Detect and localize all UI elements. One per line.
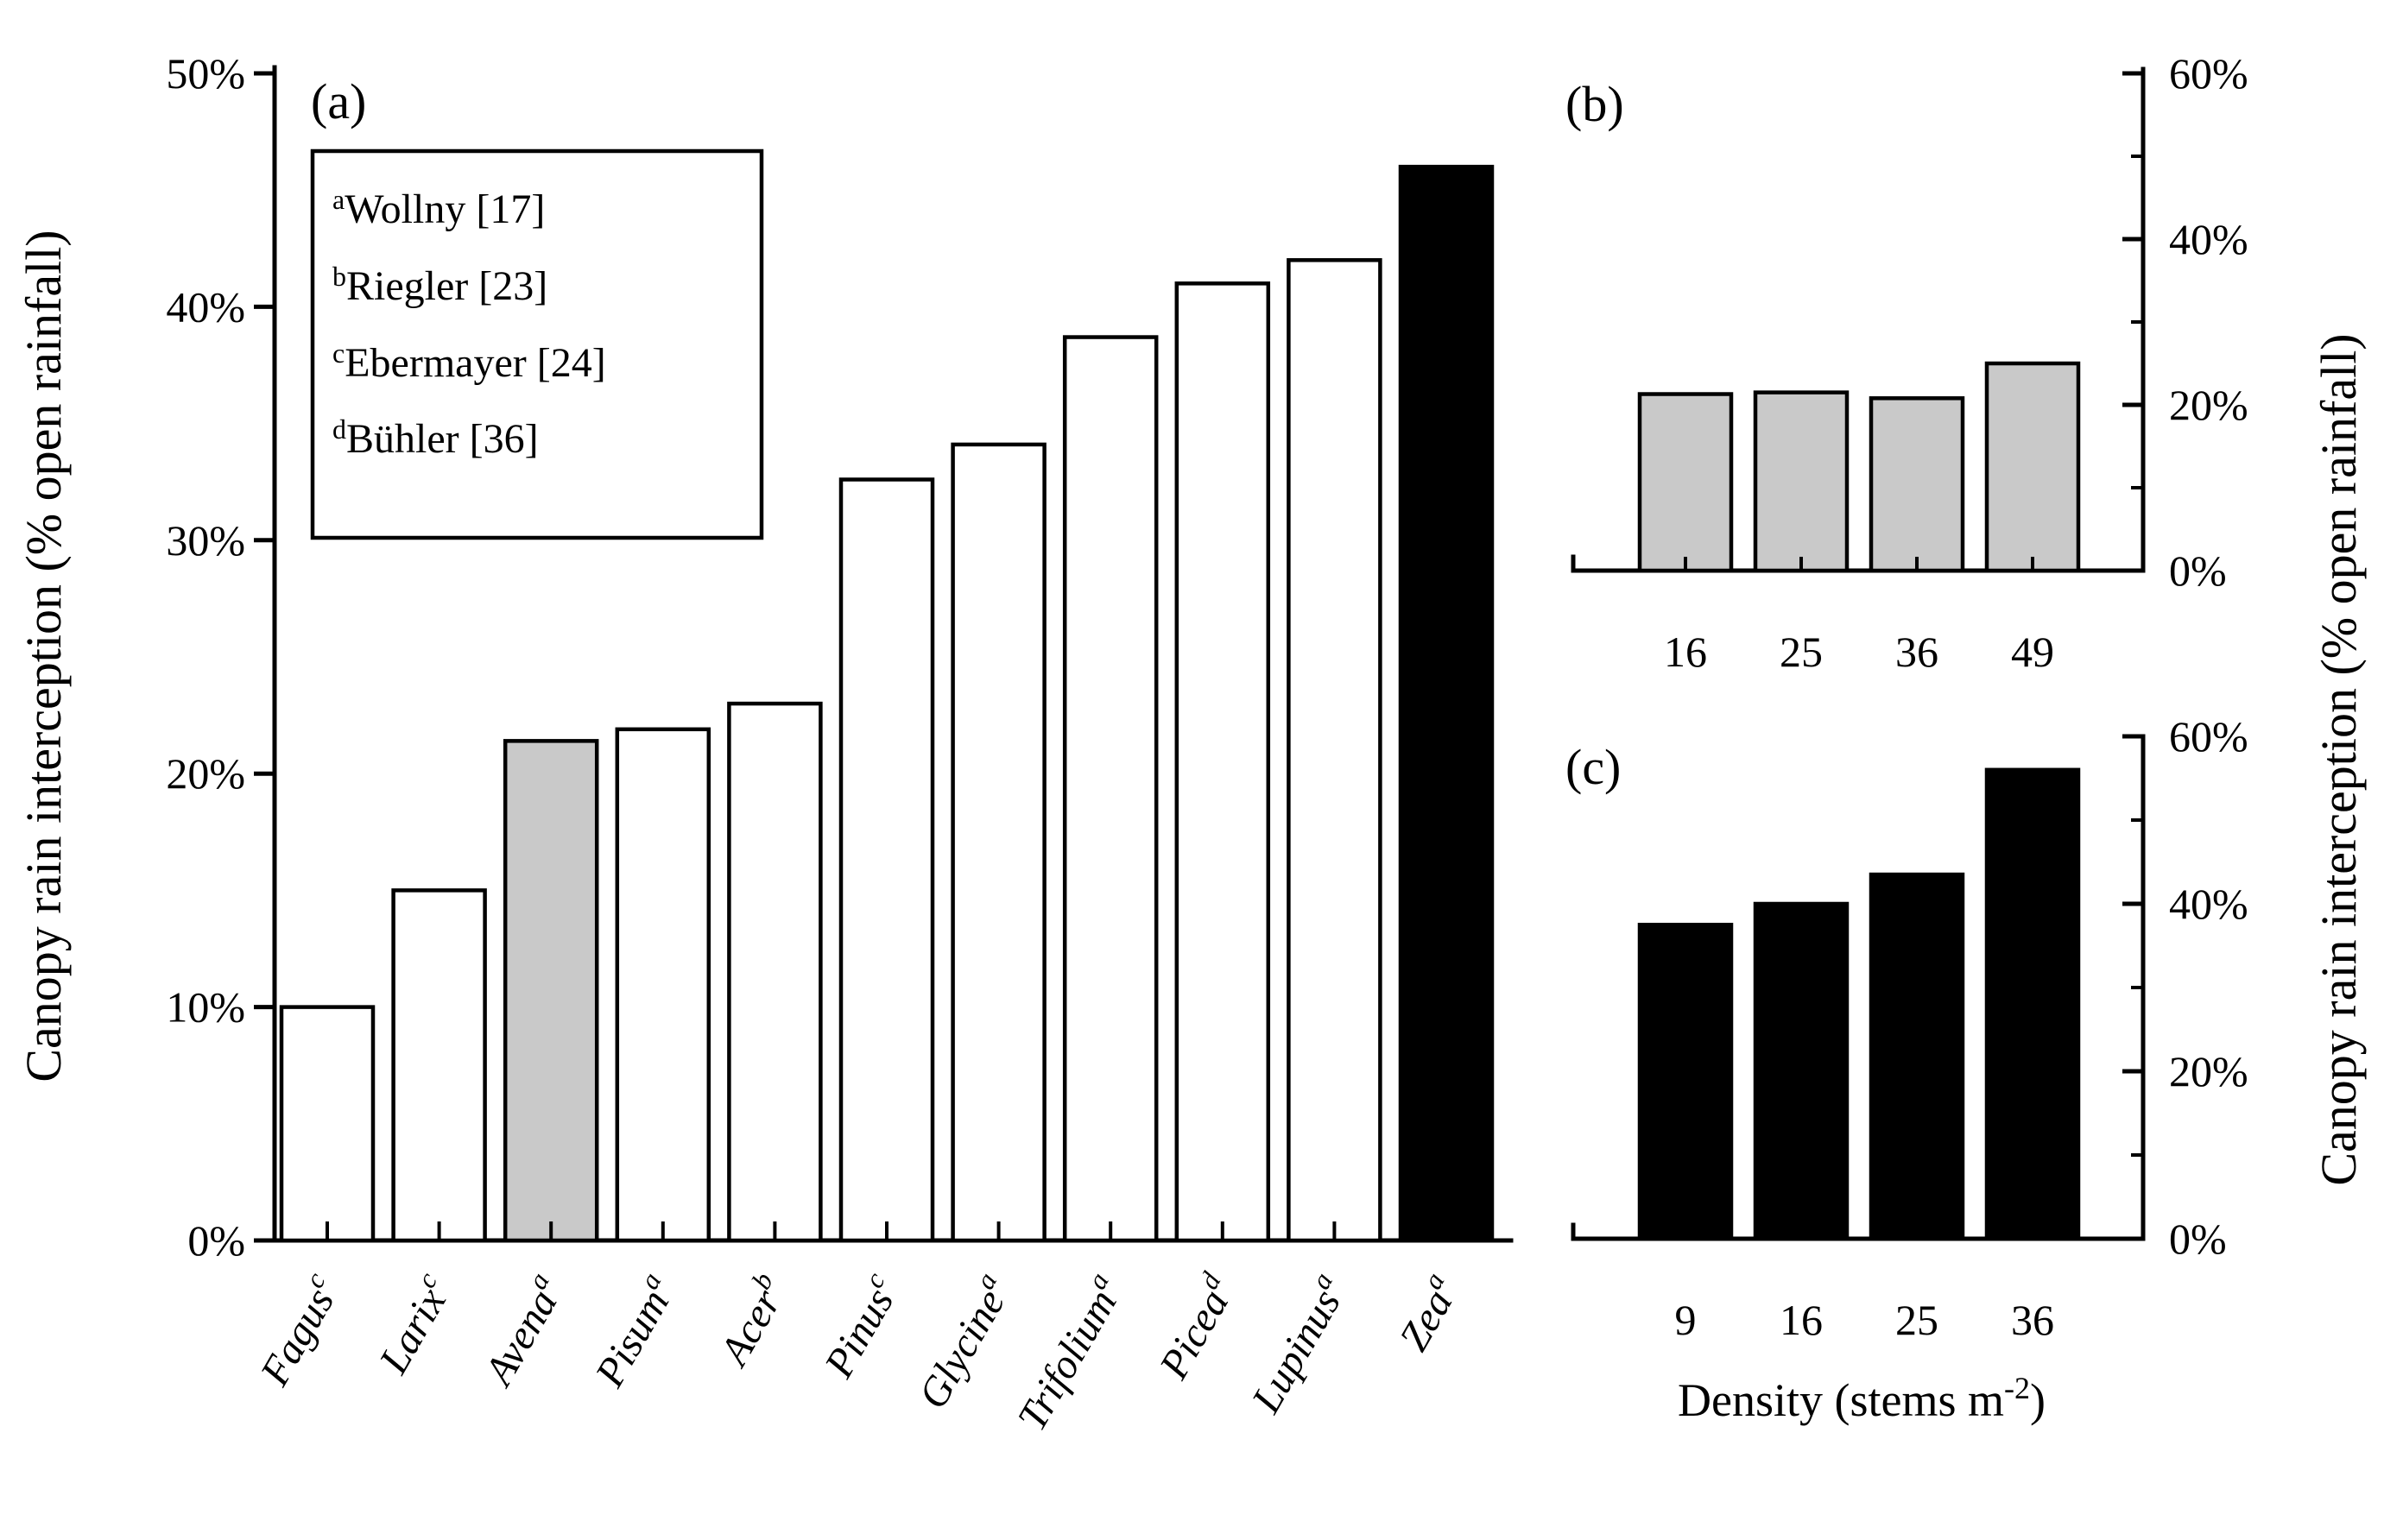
density-title-exponent: -2	[2004, 1371, 2030, 1405]
legend-label-wollny: Wollny [17]	[345, 186, 545, 232]
bar-b-36	[1869, 396, 1965, 573]
y-tick-label-c-20: 20%	[2169, 1047, 2248, 1095]
bar-a-Picea	[1174, 281, 1271, 1243]
y-tick-label-a-20: 20%	[166, 749, 245, 798]
x-tick-label-b-49: 49	[2011, 628, 2054, 676]
left-y-axis-title: Canopy rain interception (% open rainfal…	[16, 230, 72, 1082]
bar-b-49	[1984, 361, 2081, 573]
y-tick-label-a-10: 10%	[166, 983, 245, 1032]
x-tick-label-c-36: 36	[2011, 1296, 2054, 1344]
y-tick-label-a-30: 30%	[166, 516, 245, 565]
bar-a-Pinus	[838, 477, 935, 1243]
x-tick-label-b-25: 25	[1780, 628, 1823, 676]
legend-box	[310, 148, 764, 540]
bar-a-Avena	[503, 739, 599, 1243]
right-y-axis-title: Canopy rain interception (% open rainfal…	[2311, 333, 2367, 1185]
legend-label-riegler: Riegler [23]	[346, 263, 547, 309]
legend-item-wollny: aWollny [17]	[332, 184, 545, 232]
x-tick-label-c-9: 9	[1675, 1296, 1697, 1344]
density-title-main: Density (stems m	[1678, 1374, 2004, 1426]
legend-item-ebermayer: cEbermayer [24]	[332, 338, 606, 386]
bar-a-Pisum	[615, 727, 711, 1243]
y-tick-label-a-40: 40%	[166, 282, 245, 331]
panel-c-plot-area: 0% 20% 40% 60% 9 16 25 36	[1637, 712, 2248, 1344]
y-tick-label-c-60: 60%	[2169, 712, 2248, 761]
legend-superscript-c: c	[332, 338, 345, 369]
y-tick-label-c-0: 0%	[2169, 1215, 2227, 1263]
legend-label-buhler: Bühler [36]	[346, 416, 539, 462]
y-tick-label-a-50: 50%	[166, 49, 245, 98]
bar-a-Trifolium	[1062, 335, 1159, 1243]
panel-b-letter: (b)	[1565, 76, 1624, 132]
bar-a-Larix	[391, 888, 487, 1243]
bar-c-36	[1984, 767, 2081, 1241]
x-tick-label-c-16: 16	[1780, 1296, 1823, 1344]
legend-item-buhler: dBühler [36]	[332, 413, 539, 462]
legend-item-riegler: bRiegler [23]	[332, 261, 547, 309]
x-tick-label-b-16: 16	[1664, 628, 1707, 676]
y-tick-label-c-40: 40%	[2169, 880, 2248, 928]
bar-a-Fagus	[279, 1005, 376, 1243]
bar-a-Acer	[727, 701, 823, 1243]
legend-label-ebermayer: Ebermayer [24]	[345, 340, 606, 386]
y-tick-label-b-0: 0%	[2169, 546, 2227, 595]
bar-c-9	[1637, 923, 1734, 1241]
y-tick-label-a-0: 0%	[187, 1216, 245, 1265]
panel-a-letter: (a)	[311, 73, 366, 129]
bar-a-Glycine	[951, 442, 1047, 1243]
legend-superscript-b: b	[332, 261, 346, 292]
y-tick-label-b-20: 20%	[2169, 381, 2248, 429]
bar-b-16	[1637, 392, 1734, 573]
panel-b-axes-spine	[1571, 66, 2146, 573]
y-tick-label-b-60: 60%	[2169, 49, 2248, 98]
legend-superscript-d: d	[332, 413, 346, 445]
x-tick-label-b-36: 36	[1895, 628, 1938, 676]
density-x-axis-title: Density (stems m-2)	[1678, 1371, 2046, 1426]
bar-a-Zea	[1398, 164, 1495, 1243]
y-tick-label-b-40: 40%	[2169, 215, 2248, 263]
density-title-close-paren: )	[2030, 1374, 2046, 1426]
bar-a-Lupinus	[1287, 258, 1382, 1243]
panel-b-plot-area: 0% 20% 40% 60% 16 25 36 49	[1637, 49, 2248, 676]
bar-c-25	[1869, 872, 1965, 1241]
bar-b-25	[1753, 390, 1850, 573]
x-tick-label-c-25: 25	[1895, 1296, 1938, 1344]
legend-superscript-a: a	[332, 184, 345, 215]
panel-c-letter: (c)	[1565, 739, 1621, 795]
bar-c-16	[1753, 901, 1850, 1241]
